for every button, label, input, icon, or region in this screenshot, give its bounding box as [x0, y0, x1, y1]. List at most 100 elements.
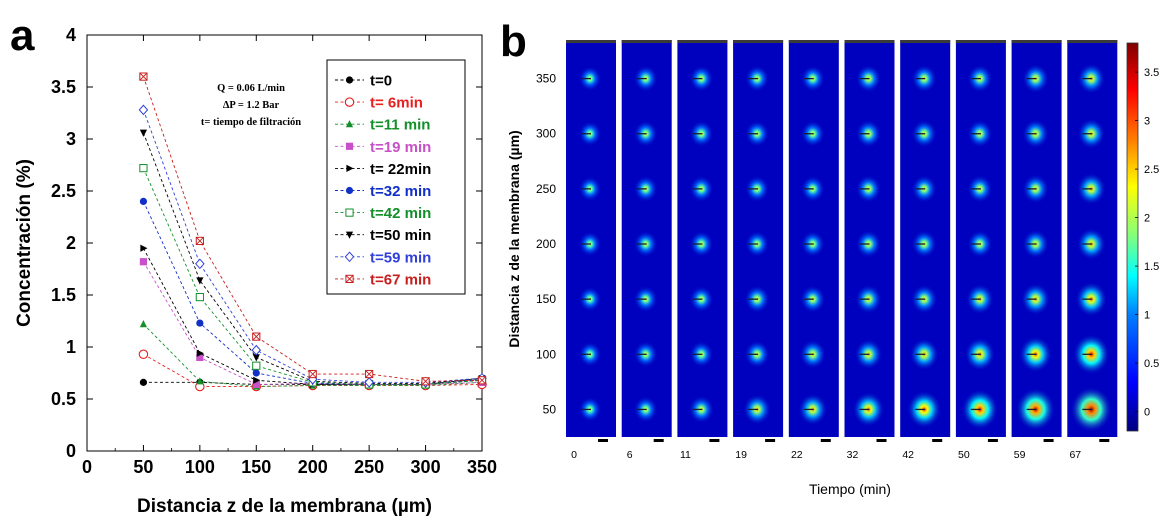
legend-label: t= 6min [370, 95, 423, 112]
colorbar-tick-label: 0 [1144, 407, 1150, 419]
data-point [139, 258, 148, 266]
frame-t-22 [788, 40, 839, 442]
time-label: 19 [735, 449, 747, 461]
scale-bar [1043, 439, 1054, 442]
time-label: 59 [1014, 449, 1026, 461]
data-point [196, 277, 204, 285]
y-tick-label: 2.5 [51, 181, 76, 201]
data-point [364, 377, 374, 388]
time-label: 6 [627, 449, 633, 461]
legend-entry: t=11 min [335, 117, 430, 134]
legend-marker [344, 97, 355, 107]
data-point [365, 369, 374, 379]
legend-label: t=67 min [370, 271, 431, 288]
frame-top-edge [788, 40, 839, 43]
panel-b-x-axis-title: Tiempo (min) [809, 481, 891, 497]
frame-top-edge [621, 40, 672, 43]
colorbar-tick-label: 3 [1144, 116, 1150, 128]
scale-bar [987, 439, 998, 442]
legend-entry: t= 22min [335, 161, 431, 178]
data-point [251, 344, 262, 356]
panel-a-annotation: Q = 0.06 L/min ΔP = 1.2 Bar t= tiempo de… [201, 83, 301, 128]
scale-bar [653, 439, 664, 442]
frame-t-6 [621, 40, 672, 442]
legend-entry: t=32 min [335, 183, 431, 200]
legend-label: t=32 min [370, 183, 431, 200]
legend-label: t=11 min [370, 117, 430, 134]
y-tick-label: 3.5 [51, 77, 76, 97]
frame-t-67 [1067, 40, 1118, 442]
colorbar [1126, 42, 1139, 432]
data-point [138, 349, 149, 360]
frame-t-19 [733, 40, 784, 442]
frame-top-edge [955, 40, 1006, 43]
x-tick-label: 300 [411, 457, 441, 477]
scale-bar [820, 439, 831, 442]
colorbar-tick-label: 1 [1144, 310, 1150, 322]
y-tick-label: 1 [66, 337, 76, 357]
data-point [252, 380, 260, 389]
x-tick-label: 0 [82, 457, 92, 477]
panel-b-time-labels: 0 6 11 19 22 32 42 50 59 67 [571, 449, 1081, 461]
time-label: 67 [1069, 449, 1081, 461]
data-point [138, 104, 149, 116]
scale-bar [876, 439, 887, 442]
data-point [421, 377, 430, 386]
pressure-note: ΔP = 1.2 Bar [223, 100, 280, 111]
panel-b-y-tick-labels: 50 100 150 200 250 300 350 [536, 72, 556, 417]
time-definition-note: t= tiempo de filtración [201, 117, 301, 128]
legend-marker [345, 274, 354, 283]
scale-bar [1099, 439, 1110, 442]
colorbar-tick-label: 1.5 [1144, 261, 1159, 273]
data-point [139, 129, 148, 137]
time-label: 22 [791, 449, 803, 461]
frame-top-edge [844, 40, 895, 43]
frame-top-edge [900, 40, 951, 43]
panel-b-y-axis-title: Distancia z de la membrana (µm) [506, 130, 522, 347]
y-tick-label: 0.5 [51, 389, 76, 409]
panel-b-y-tick-label: 250 [536, 182, 556, 196]
data-point [139, 164, 148, 173]
frame-top-edge [566, 40, 616, 43]
flow-rate-note: Q = 0.06 L/min [217, 83, 285, 94]
legend-marker [345, 208, 354, 217]
x-tick-label: 250 [354, 457, 384, 477]
legend-entry: t=0 [335, 73, 392, 90]
y-tick-label: 1.5 [51, 285, 76, 305]
scale-bar [932, 439, 943, 442]
legend-label: t=50 min [370, 227, 431, 244]
legend-marker [345, 231, 354, 239]
legend-marker [345, 76, 354, 84]
time-label: 11 [680, 449, 691, 461]
legend-marker [346, 164, 354, 172]
scale-bar [598, 439, 608, 442]
y-tick-label: 4 [66, 25, 76, 45]
frame-t-42 [900, 40, 951, 442]
data-point [252, 332, 261, 341]
colorbar-tick-label: 0.5 [1144, 358, 1159, 370]
x-tick-label: 100 [185, 457, 215, 477]
data-point [252, 361, 261, 370]
panel-a-series-lines [138, 72, 487, 392]
legend-label: t=0 [370, 73, 392, 90]
time-label: 50 [958, 449, 970, 461]
panel-a-line-chart: a 0 50 100 150 200 250 300 350 0 0.5 1 1.5 2 2.5 3 3.5… [10, 11, 497, 517]
legend-marker [345, 142, 354, 150]
data-point [196, 319, 204, 327]
legend-entry: t=19 min [335, 139, 431, 156]
panel-b-y-tick-label: 50 [543, 402, 557, 416]
colorbar-tick-label: 2.5 [1144, 164, 1159, 176]
frame-t-32 [844, 40, 895, 442]
frame-t-59 [1011, 40, 1062, 442]
time-label: 32 [847, 449, 859, 461]
panel-a-tick-marks [86, 34, 483, 452]
legend-entry: t=67 min [335, 271, 431, 288]
x-tick-label: 200 [298, 457, 328, 477]
frame-top-edge [677, 40, 728, 43]
colorbar-tick-label: 2 [1144, 213, 1150, 225]
legend-label: t=19 min [370, 139, 431, 156]
frame-t-0 [566, 40, 616, 442]
y-tick-label: 2 [66, 233, 76, 253]
x-tick-label: 350 [467, 457, 497, 477]
